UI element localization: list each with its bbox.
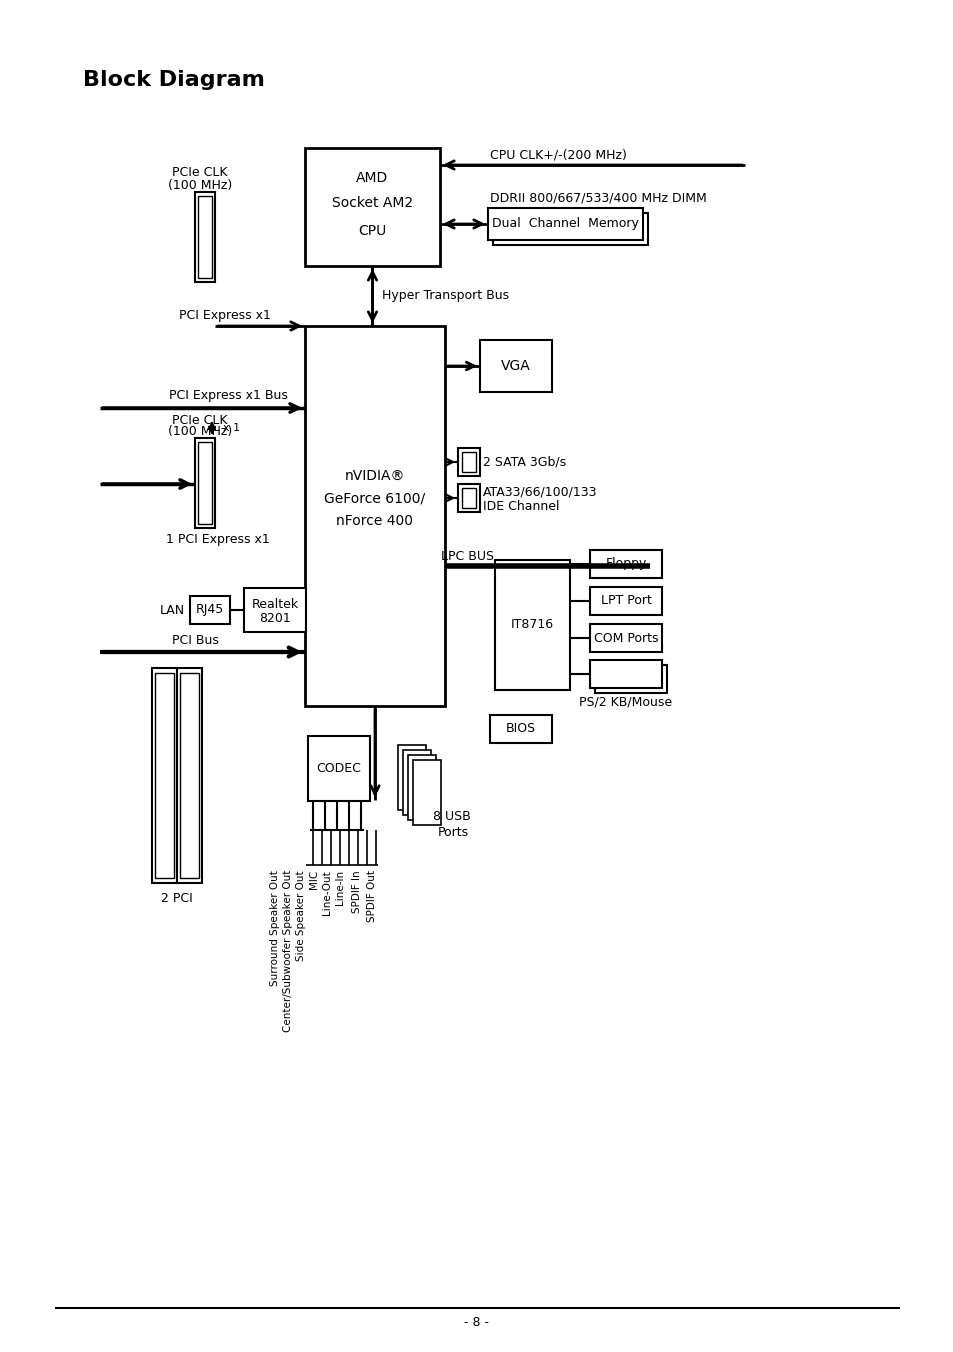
Bar <box>198 196 212 279</box>
Bar <box>457 448 479 476</box>
Text: VGA: VGA <box>500 360 530 373</box>
Text: 8 USB: 8 USB <box>433 810 470 823</box>
Text: Realtek: Realtek <box>252 598 298 611</box>
Text: ATA33/66/100/133: ATA33/66/100/133 <box>482 485 597 499</box>
Bar <box>305 326 444 706</box>
Bar <box>154 673 173 877</box>
Text: nVIDIA®: nVIDIA® <box>344 469 405 483</box>
Bar <box>244 588 306 631</box>
Text: PS/2 KB/Mouse: PS/2 KB/Mouse <box>578 695 672 708</box>
Text: Socket AM2: Socket AM2 <box>332 196 413 210</box>
Bar <box>198 442 212 525</box>
Text: Line-Out: Line-Out <box>322 869 332 915</box>
Text: SPDIF Out: SPDIF Out <box>367 869 376 922</box>
Bar <box>402 750 431 815</box>
Bar <box>595 665 666 694</box>
Text: Center/Subwoofer Speaker Out: Center/Subwoofer Speaker Out <box>283 869 293 1033</box>
Bar <box>308 735 370 800</box>
Bar <box>589 550 661 579</box>
Text: Floppy: Floppy <box>604 557 646 571</box>
Text: 1 PCI Express x1: 1 PCI Express x1 <box>166 534 270 546</box>
Bar <box>479 339 552 392</box>
Bar <box>589 625 661 652</box>
Text: CODEC: CODEC <box>316 763 361 775</box>
Bar <box>589 660 661 688</box>
Text: Line-In: Line-In <box>335 869 345 904</box>
Bar <box>457 484 479 512</box>
Bar <box>194 438 214 529</box>
Bar <box>177 668 202 883</box>
Text: Hyper Transport Bus: Hyper Transport Bus <box>382 289 509 303</box>
Text: (100 MHz): (100 MHz) <box>168 426 232 438</box>
Text: DDRII 800/667/533/400 MHz DIMM: DDRII 800/667/533/400 MHz DIMM <box>490 192 706 204</box>
Text: LPC BUS: LPC BUS <box>441 549 494 562</box>
Bar <box>180 673 199 877</box>
Text: GeForce 6100/: GeForce 6100/ <box>324 492 425 506</box>
Text: IT8716: IT8716 <box>511 618 554 631</box>
Text: 8201: 8201 <box>259 612 291 626</box>
Text: Dual  Channel  Memory: Dual Channel Memory <box>492 218 639 230</box>
Text: PCIe CLK: PCIe CLK <box>172 166 228 180</box>
Text: Surround Speaker Out: Surround Speaker Out <box>270 869 280 986</box>
Bar <box>190 596 230 625</box>
Text: CPU: CPU <box>358 224 386 238</box>
Text: (100 MHz): (100 MHz) <box>168 178 232 192</box>
Text: SPDIF In: SPDIF In <box>352 869 361 913</box>
Bar <box>493 214 647 245</box>
Bar <box>490 715 552 744</box>
Text: RJ45: RJ45 <box>195 603 224 617</box>
Text: Ports: Ports <box>437 826 469 838</box>
Text: CPU CLK+/-(200 MHz): CPU CLK+/-(200 MHz) <box>490 149 626 161</box>
Bar <box>589 587 661 615</box>
Text: - 8 -: - 8 - <box>464 1315 489 1329</box>
Text: PCI Bus: PCI Bus <box>172 634 218 646</box>
Text: LPT Port: LPT Port <box>600 595 651 607</box>
Text: nForce 400: nForce 400 <box>336 514 413 529</box>
Text: 2 PCI: 2 PCI <box>161 892 193 906</box>
Bar <box>413 760 440 825</box>
Text: BIOS: BIOS <box>505 722 536 735</box>
Bar <box>408 754 436 821</box>
Bar <box>194 192 214 283</box>
Text: Side Speaker Out: Side Speaker Out <box>295 869 306 961</box>
Text: IDE Channel: IDE Channel <box>482 499 558 512</box>
Bar <box>488 208 642 241</box>
Bar <box>397 745 426 810</box>
Bar <box>152 668 177 883</box>
Bar <box>461 452 476 472</box>
Bar <box>305 147 439 266</box>
Text: AMD: AMD <box>356 170 388 185</box>
Bar <box>461 488 476 508</box>
Text: PCI Express x1 Bus: PCI Express x1 Bus <box>169 389 287 403</box>
Text: MIC: MIC <box>309 869 318 890</box>
Text: PCIe CLK: PCIe CLK <box>172 414 228 426</box>
Text: Block Diagram: Block Diagram <box>83 70 265 91</box>
Text: x 1: x 1 <box>223 423 240 433</box>
Bar <box>495 560 569 690</box>
Text: COM Ports: COM Ports <box>593 631 658 645</box>
Text: PCI Express x1: PCI Express x1 <box>179 308 271 322</box>
Text: LAN: LAN <box>160 603 185 617</box>
Text: 2 SATA 3Gb/s: 2 SATA 3Gb/s <box>482 456 565 469</box>
